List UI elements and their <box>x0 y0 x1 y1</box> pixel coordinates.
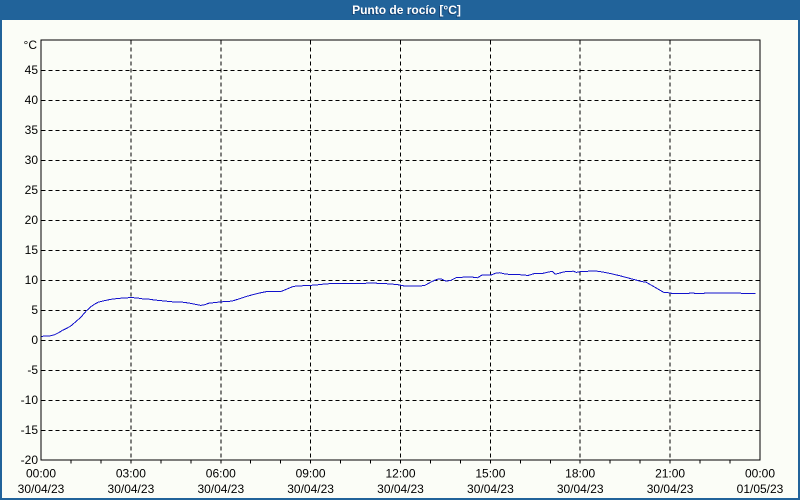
svg-text:21:00: 21:00 <box>655 467 685 481</box>
svg-text:30/04/23: 30/04/23 <box>557 482 604 496</box>
svg-text:30/04/23: 30/04/23 <box>197 482 244 496</box>
svg-text:0: 0 <box>31 333 38 347</box>
svg-text:30/04/23: 30/04/23 <box>108 482 155 496</box>
svg-text:12:00: 12:00 <box>385 467 415 481</box>
svg-text:-15: -15 <box>21 423 39 437</box>
svg-text:30/04/23: 30/04/23 <box>287 482 334 496</box>
svg-text:30: 30 <box>25 153 39 167</box>
svg-text:20: 20 <box>25 213 39 227</box>
svg-text:06:00: 06:00 <box>206 467 236 481</box>
svg-text:03:00: 03:00 <box>116 467 146 481</box>
svg-text:00:00: 00:00 <box>745 467 775 481</box>
svg-text:30/04/23: 30/04/23 <box>18 482 65 496</box>
svg-text:40: 40 <box>25 93 39 107</box>
svg-text:09:00: 09:00 <box>296 467 326 481</box>
svg-text:15:00: 15:00 <box>475 467 505 481</box>
svg-text:45: 45 <box>25 63 39 77</box>
svg-text:10: 10 <box>25 273 39 287</box>
svg-text:18:00: 18:00 <box>565 467 595 481</box>
svg-text:01/05/23: 01/05/23 <box>737 482 784 496</box>
svg-text:00:00: 00:00 <box>26 467 56 481</box>
svg-text:30/04/23: 30/04/23 <box>377 482 424 496</box>
svg-text:-10: -10 <box>21 393 39 407</box>
svg-text:30/04/23: 30/04/23 <box>647 482 694 496</box>
svg-text:°C: °C <box>24 38 38 52</box>
svg-text:35: 35 <box>25 123 39 137</box>
svg-text:5: 5 <box>31 303 38 317</box>
svg-text:-5: -5 <box>27 363 38 377</box>
svg-text:-20: -20 <box>21 453 39 467</box>
svg-text:30/04/23: 30/04/23 <box>467 482 514 496</box>
svg-text:15: 15 <box>25 243 39 257</box>
svg-text:25: 25 <box>25 183 39 197</box>
